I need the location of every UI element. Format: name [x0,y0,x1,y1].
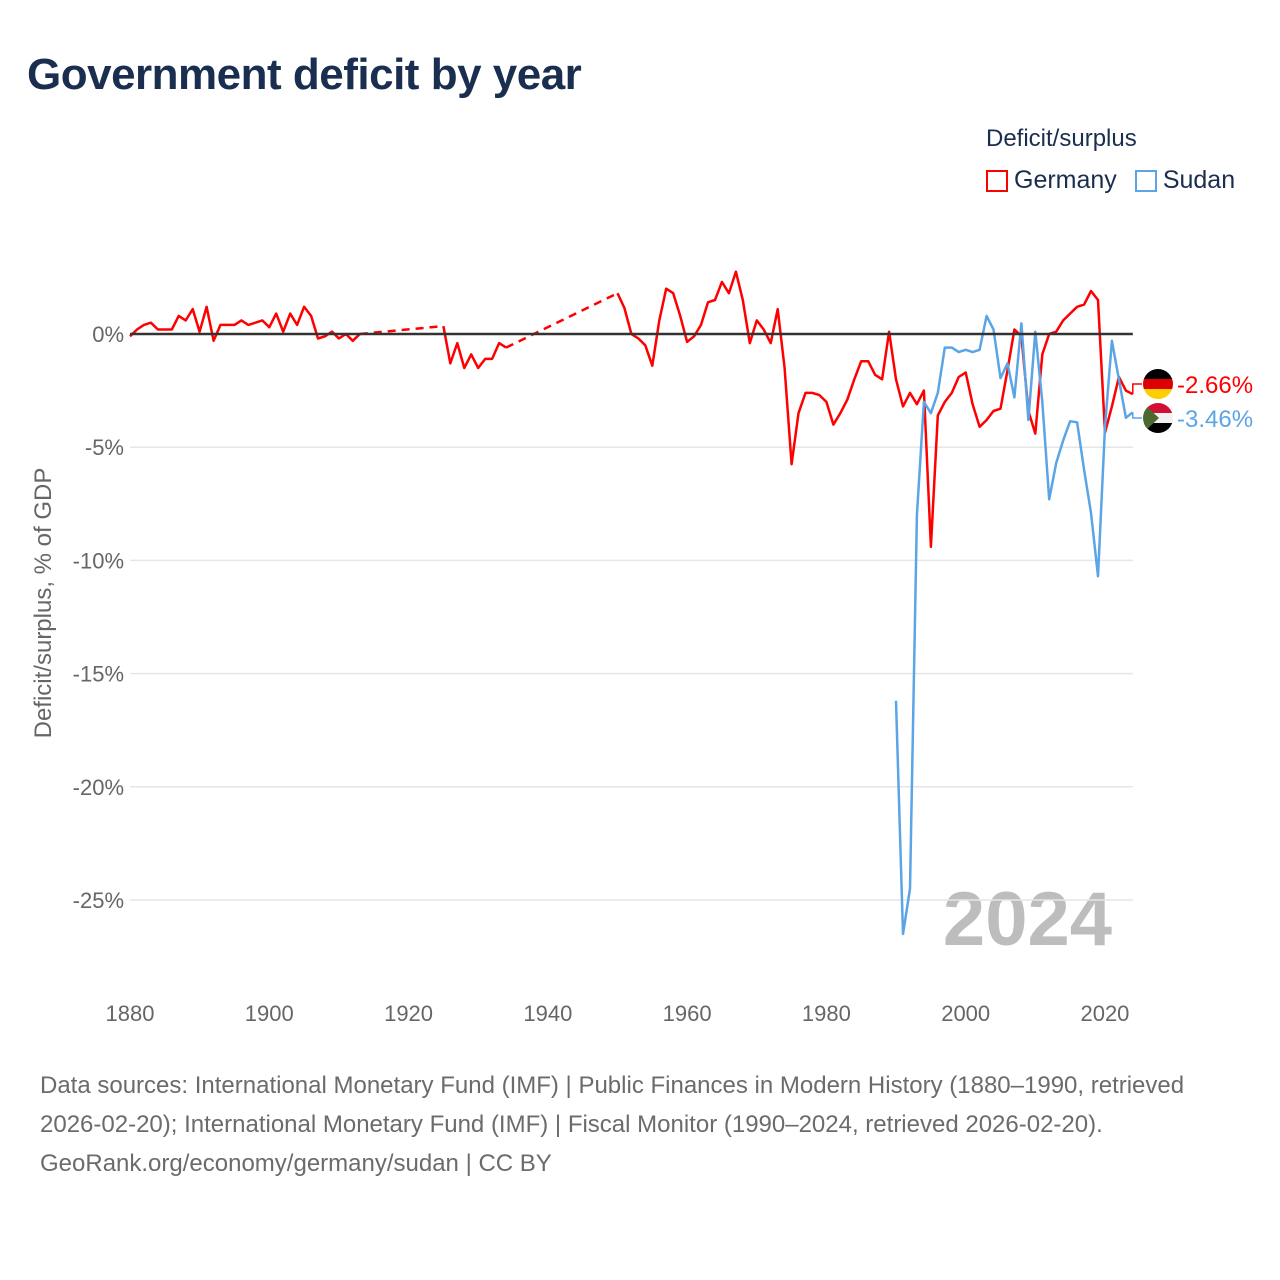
footer: Data sources: International Monetary Fun… [40,1066,1240,1183]
x-tick-label: 1980 [802,1001,851,1026]
x-tick-label: 1920 [384,1001,433,1026]
end-value-label-germany: -2.66% [1177,372,1253,399]
data-sources: Data sources: International Monetary Fun… [40,1072,1185,1138]
legend-swatch-sudan [1134,169,1157,192]
flag-stripe [1143,369,1173,379]
x-tick-label: 2020 [1080,1001,1129,1026]
legend-item-germany[interactable]: Germany [986,166,1117,195]
line-chart: 2024 Deficit/surplus, % of GDP 0% -5% -10%… [30,270,1253,1026]
series-line-germany [616,270,1134,549]
end-label-connector-germany [1132,383,1142,395]
legend-title: Deficit/surplus [986,125,1137,152]
flag-stripe [1143,403,1173,413]
page-title: Government deficit by year [27,50,582,99]
flag-stripe [1143,379,1173,389]
series-line-germany [442,325,507,370]
y-tick-label: -20% [73,775,124,800]
y-tick-label: -5% [85,435,124,460]
flag-stripe [1143,423,1173,433]
x-tick-label: 1960 [663,1001,712,1026]
series-line-germany [129,305,361,343]
x-tick-label: 1940 [523,1001,572,1026]
flag-icon-germany [1143,369,1173,399]
legend-label: Sudan [1162,166,1236,194]
legend: Germany Sudan [986,166,1235,195]
series-line-sudan [894,314,1134,936]
end-value-label-sudan: -3.46% [1177,406,1253,433]
y-tick-label: -15% [73,662,124,687]
x-tick-label: 2000 [941,1001,990,1026]
legend-item-sudan[interactable]: Sudan [1134,166,1236,195]
y-axis-label: Deficit/surplus, % of GDP [30,468,57,739]
x-tick-label: 1880 [106,1001,155,1026]
x-tick-label: 1900 [245,1001,294,1026]
year-watermark: 2024 [943,877,1112,962]
flag-icon-sudan [1143,403,1173,433]
series-gap-germany [505,292,619,349]
credit-link[interactable]: GeoRank.org/economy/germany/sudan | CC B… [40,1150,552,1177]
y-tick-label: -25% [73,888,124,913]
flag-stripe [1143,389,1173,399]
y-tick-label: -10% [73,548,124,573]
legend-label: Germany [1014,166,1117,194]
legend-swatch-germany [986,169,1008,192]
y-tick-label: 0% [92,322,124,347]
flag-triangle [1143,403,1159,433]
end-label-connector-sudan [1132,412,1142,419]
